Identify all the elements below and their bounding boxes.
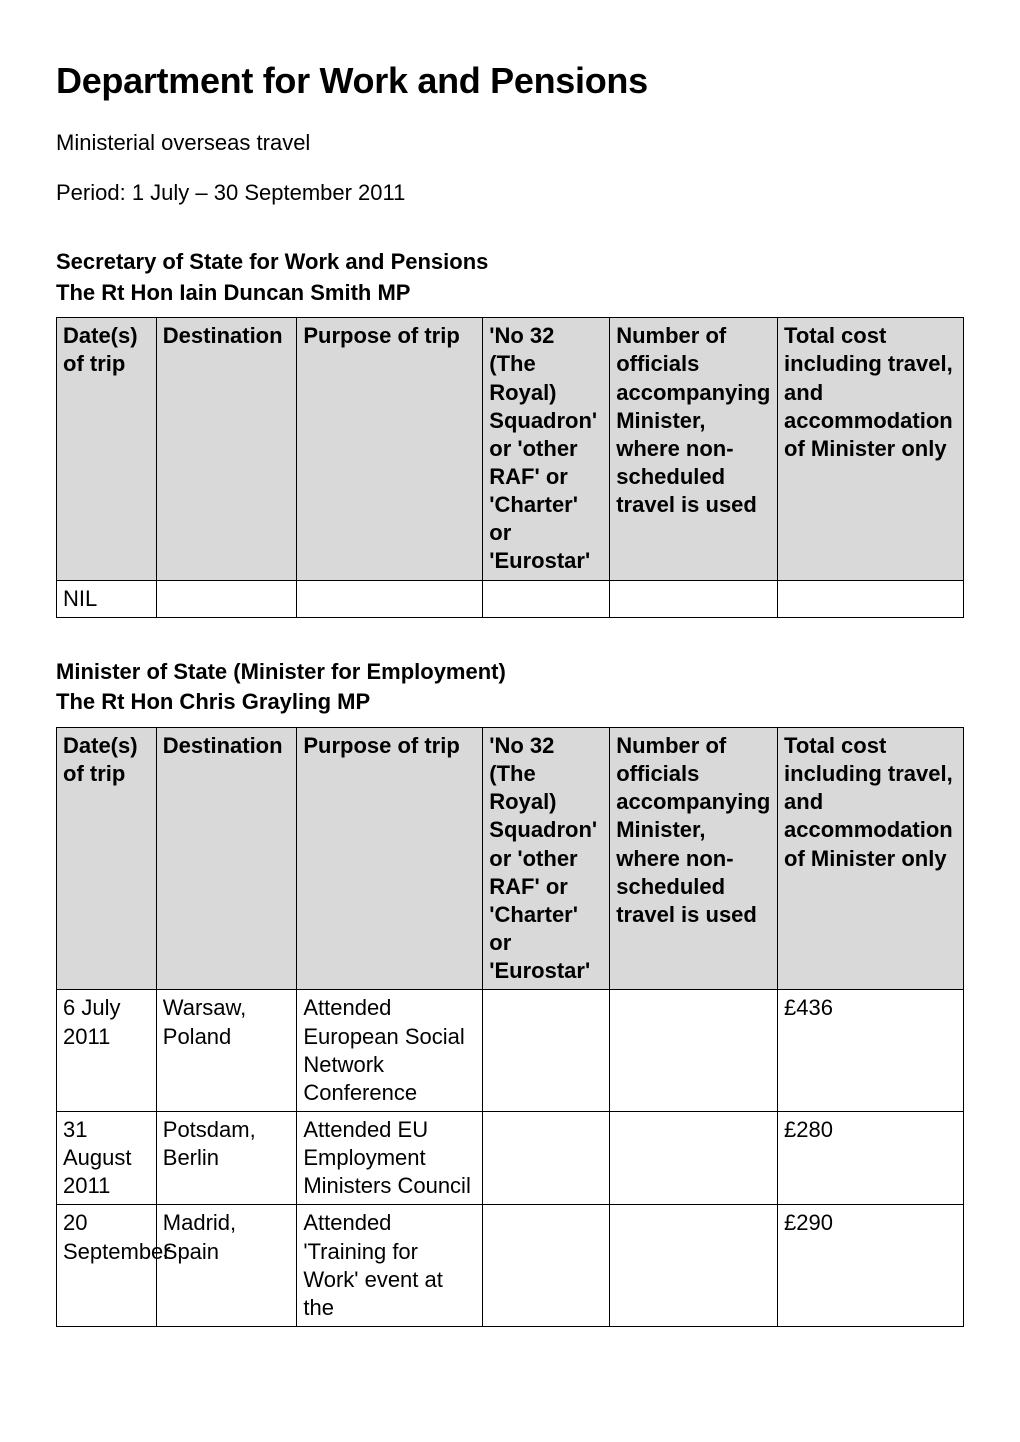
cell-date: 20 September (57, 1205, 157, 1327)
cell-officials (610, 1205, 778, 1327)
section-minister-employment: Minister of State (Minister for Employme… (56, 658, 964, 1327)
cell-officials (610, 1111, 778, 1204)
cell-purpose (297, 580, 483, 617)
cell-officials (610, 580, 778, 617)
cell-squadron (483, 1111, 610, 1204)
travel-table: Date(s) of trip Destination Purpose of t… (56, 727, 964, 1327)
col-destination: Destination (156, 727, 297, 989)
cell-cost: £280 (778, 1111, 964, 1204)
cell-officials (610, 990, 778, 1112)
cell-date: 6 July 2011 (57, 990, 157, 1112)
col-squadron: 'No 32 (The Royal) Squadron' or 'other R… (483, 318, 610, 580)
travel-table: Date(s) of trip Destination Purpose of t… (56, 317, 964, 618)
cell-purpose: Attended 'Training for Work' event at th… (297, 1205, 483, 1327)
cell-date: 31 August 2011 (57, 1111, 157, 1204)
col-purpose: Purpose of trip (297, 727, 483, 989)
table-header-row: Date(s) of trip Destination Purpose of t… (57, 727, 964, 989)
col-date: Date(s) of trip (57, 727, 157, 989)
section-title: Minister of State (Minister for Employme… (56, 658, 964, 687)
cell-purpose: Attended EU Employment Ministers Council (297, 1111, 483, 1204)
cell-squadron (483, 990, 610, 1112)
col-date: Date(s) of trip (57, 318, 157, 580)
cell-squadron (483, 580, 610, 617)
section-subtitle: The Rt Hon Iain Duncan Smith MP (56, 279, 964, 308)
col-purpose: Purpose of trip (297, 318, 483, 580)
table-row: NIL (57, 580, 964, 617)
cell-purpose: Attended European Social Network Confere… (297, 990, 483, 1112)
cell-cost (778, 580, 964, 617)
table-row: 20 September Madrid, Spain Attended 'Tra… (57, 1205, 964, 1327)
col-cost: Total cost including travel, and accommo… (778, 727, 964, 989)
col-officials: Number of officials accompanying Ministe… (610, 318, 778, 580)
cell-destination: Madrid, Spain (156, 1205, 297, 1327)
cell-cost: £290 (778, 1205, 964, 1327)
table-row: 31 August 2011 Potsdam, Berlin Attended … (57, 1111, 964, 1204)
col-destination: Destination (156, 318, 297, 580)
cell-destination (156, 580, 297, 617)
page-subhead: Ministerial overseas travel (56, 130, 964, 156)
col-officials: Number of officials accompanying Ministe… (610, 727, 778, 989)
cell-destination: Potsdam, Berlin (156, 1111, 297, 1204)
section-secretary-of-state: Secretary of State for Work and Pensions… (56, 248, 964, 618)
cell-destination: Warsaw, Poland (156, 990, 297, 1112)
cell-squadron (483, 1205, 610, 1327)
col-squadron: 'No 32 (The Royal) Squadron' or 'other R… (483, 727, 610, 989)
table-row: 6 July 2011 Warsaw, Poland Attended Euro… (57, 990, 964, 1112)
page-title: Department for Work and Pensions (56, 60, 964, 102)
col-cost: Total cost including travel, and accommo… (778, 318, 964, 580)
page-period: Period: 1 July – 30 September 2011 (56, 180, 964, 206)
table-header-row: Date(s) of trip Destination Purpose of t… (57, 318, 964, 580)
section-subtitle: The Rt Hon Chris Grayling MP (56, 688, 964, 717)
cell-date: NIL (57, 580, 157, 617)
cell-cost: £436 (778, 990, 964, 1112)
section-title: Secretary of State for Work and Pensions (56, 248, 964, 277)
